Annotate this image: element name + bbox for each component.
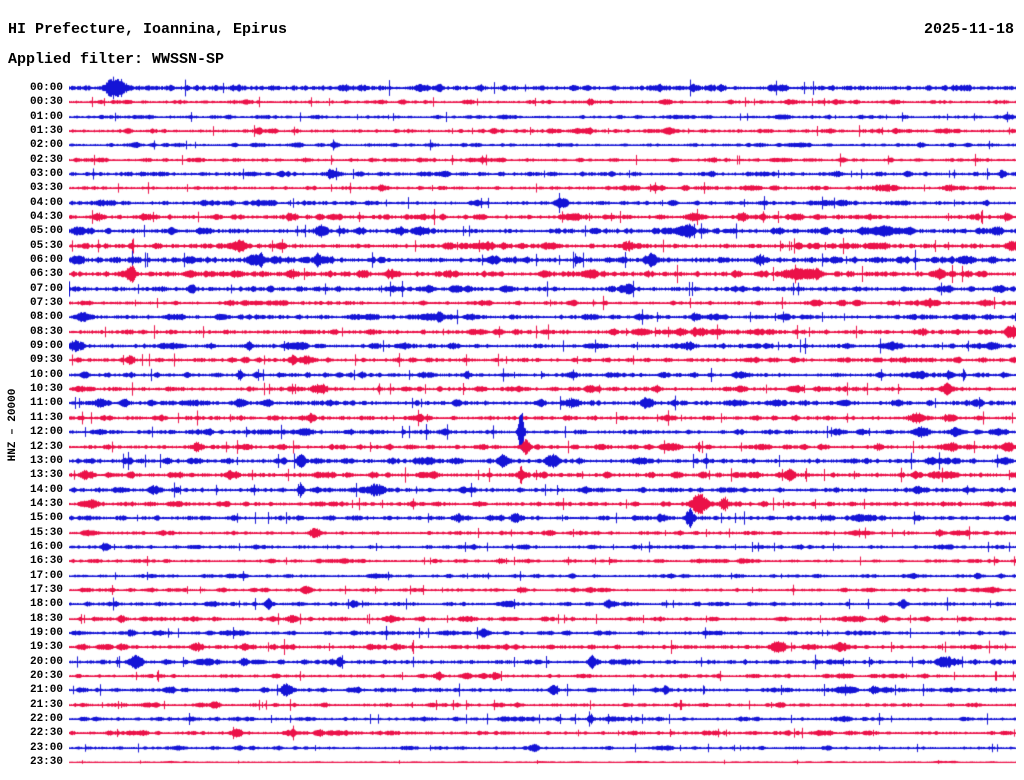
time-label: 15:00: [29, 512, 63, 524]
time-label: 06:30: [29, 268, 63, 280]
time-label: 05:00: [29, 225, 63, 237]
time-label: 03:00: [29, 168, 63, 180]
time-label: 02:30: [29, 154, 63, 166]
time-label: 23:30: [29, 756, 63, 768]
time-label: 01:00: [29, 111, 63, 123]
time-label: 03:30: [29, 182, 63, 194]
time-label: 11:00: [29, 397, 63, 409]
time-label: 06:00: [29, 254, 63, 266]
time-label: 22:30: [29, 727, 63, 739]
time-label: 12:00: [29, 426, 63, 438]
time-label: 08:30: [29, 326, 63, 338]
time-label: 00:30: [29, 96, 63, 108]
time-label: 16:30: [29, 555, 63, 567]
time-label: 10:00: [29, 369, 63, 381]
time-label: 17:00: [29, 570, 63, 582]
time-label: 12:30: [29, 441, 63, 453]
time-label: 04:30: [29, 211, 63, 223]
time-label: 00:00: [29, 82, 63, 94]
time-label: 18:30: [29, 613, 63, 625]
time-label: 15:30: [29, 527, 63, 539]
time-label: 16:00: [29, 541, 63, 553]
time-label: 19:30: [29, 641, 63, 653]
time-label: 01:30: [29, 125, 63, 137]
time-label: 17:30: [29, 584, 63, 596]
time-label: 14:00: [29, 484, 63, 496]
time-label: 13:30: [29, 469, 63, 481]
time-label: 10:30: [29, 383, 63, 395]
time-label: 13:00: [29, 455, 63, 467]
time-label: 11:30: [29, 412, 63, 424]
helicorder-trace-canvas: [69, 0, 1016, 780]
time-label: 19:00: [29, 627, 63, 639]
time-label: 23:00: [29, 742, 63, 754]
time-label: 08:00: [29, 311, 63, 323]
time-label: 09:00: [29, 340, 63, 352]
time-label: 14:30: [29, 498, 63, 510]
time-label: 07:00: [29, 283, 63, 295]
time-label: 22:00: [29, 713, 63, 725]
time-labels-column: 00:00 00:30 01:00 01:30 02:00 02:30 03:00 03:30…: [0, 0, 63, 780]
time-label: 05:30: [29, 240, 63, 252]
time-label: 02:00: [29, 139, 63, 151]
time-label: 20:30: [29, 670, 63, 682]
time-label: 20:00: [29, 656, 63, 668]
time-label: 09:30: [29, 354, 63, 366]
time-label: 21:30: [29, 699, 63, 711]
time-label: 07:30: [29, 297, 63, 309]
time-label: 21:00: [29, 684, 63, 696]
time-label: 04:00: [29, 197, 63, 209]
time-label: 18:00: [29, 598, 63, 610]
